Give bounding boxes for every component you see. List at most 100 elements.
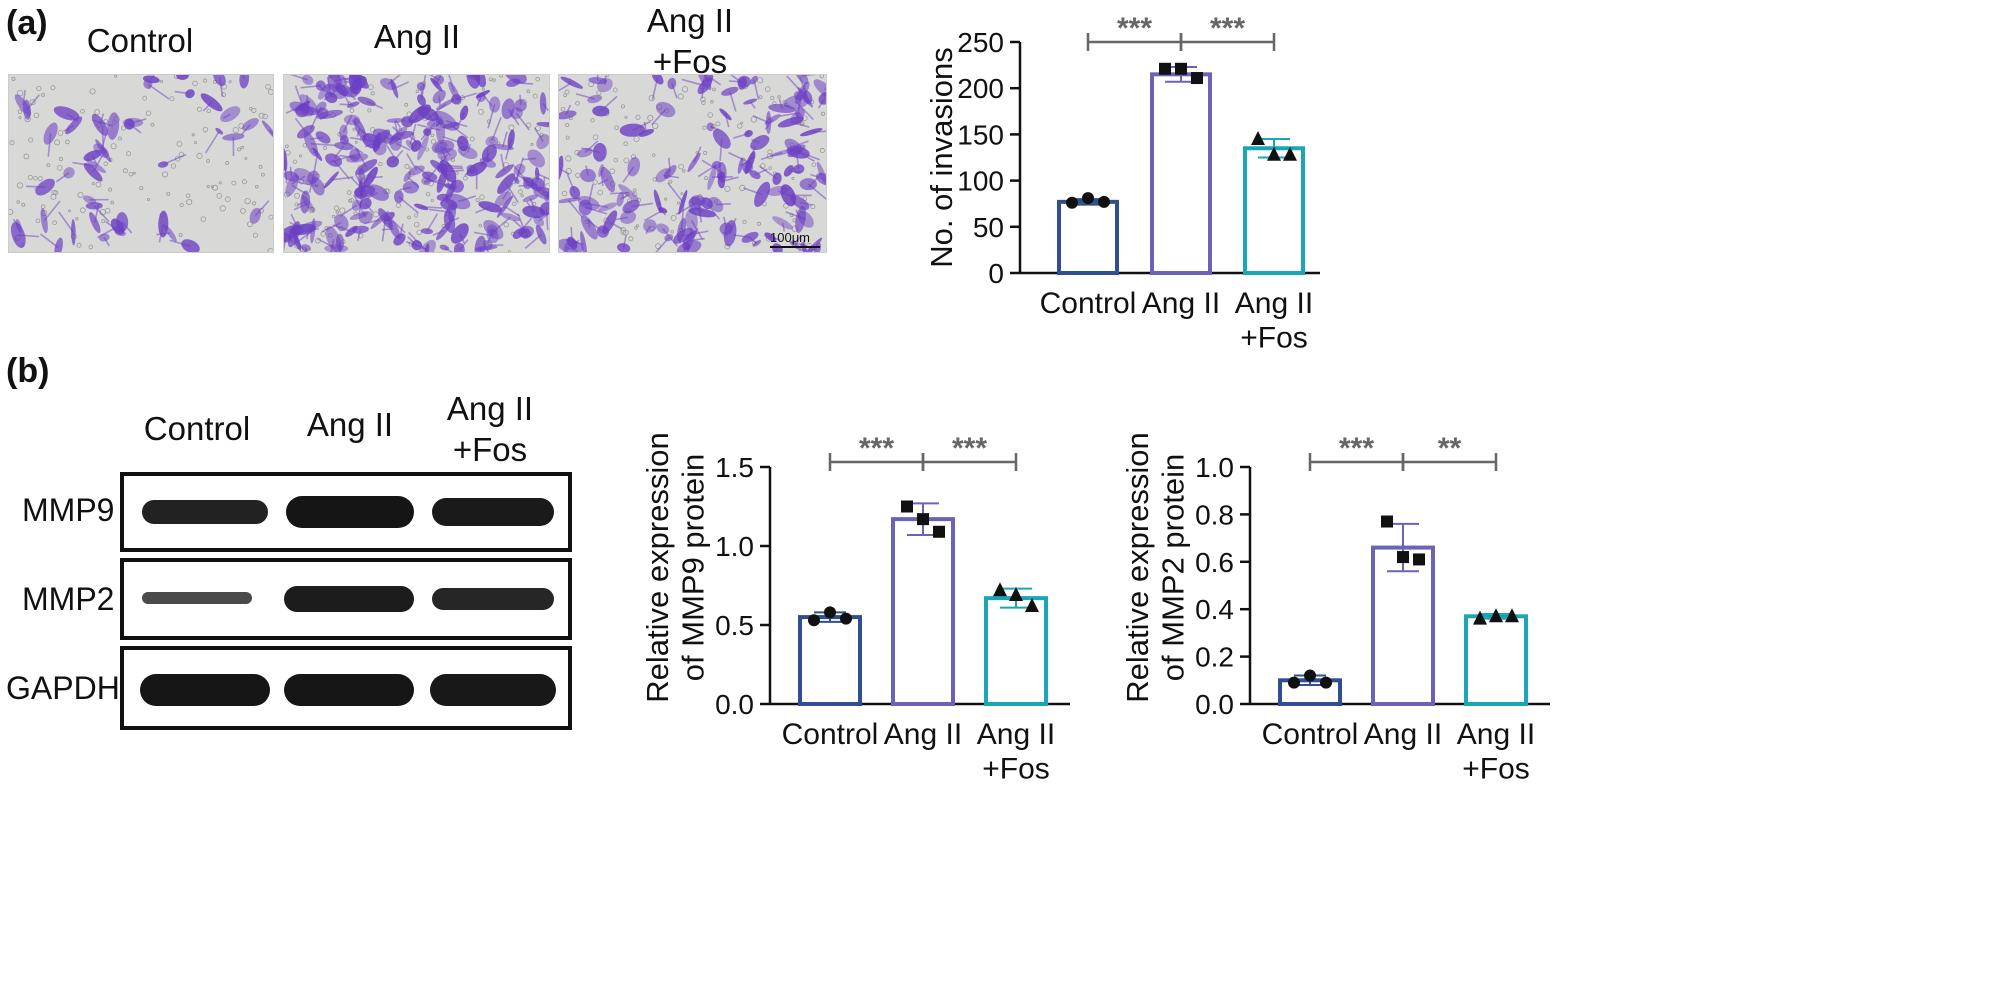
- cell-process: [588, 183, 594, 204]
- stained-cell: [315, 131, 331, 144]
- stained-cell: [569, 185, 581, 200]
- stained-cell: [794, 75, 809, 85]
- mmp9-y-axis-label: Relative expressionof MMP9 protein: [640, 432, 711, 703]
- mmp2-bar: [1464, 614, 1528, 706]
- cell-process: [604, 75, 607, 86]
- cell-process: [671, 83, 678, 99]
- cell-process: [96, 225, 119, 239]
- cell-process: [387, 75, 402, 85]
- cell-process: [438, 96, 441, 107]
- invasions-y-tick-label: 100: [957, 166, 1004, 197]
- cell-process: [645, 225, 651, 235]
- cell-process: [620, 193, 630, 200]
- stained-cell: [310, 218, 316, 244]
- invasions-x-tick-label: Control: [1040, 287, 1137, 320]
- invasions-data-point: [1191, 72, 1203, 85]
- cell-process: [655, 237, 670, 252]
- cell-process: [675, 202, 696, 216]
- cell-process: [689, 200, 703, 214]
- lane-header-angii: Ang II: [306, 406, 394, 443]
- cell-process: [398, 223, 404, 240]
- cell-process: [456, 92, 477, 101]
- cell-process: [459, 233, 465, 244]
- stained-cell: [386, 118, 406, 123]
- cell-process: [505, 183, 519, 203]
- cell-process: [370, 175, 383, 179]
- cell-process: [730, 75, 744, 85]
- cell-process: [395, 142, 411, 151]
- cell-process: [150, 75, 155, 80]
- mmp9-data-point: [933, 525, 945, 538]
- stained-cell: [780, 184, 797, 207]
- mmp2-y-tick-label: 0.6: [1195, 547, 1234, 578]
- stained-cell: [750, 135, 770, 151]
- cell-process: [91, 155, 98, 165]
- cell-process: [749, 236, 758, 244]
- cell-process: [297, 181, 319, 188]
- stained-cell: [527, 149, 545, 168]
- cell-process: [309, 136, 324, 140]
- mmp9-x-tick-label: Ang II +Fos: [977, 718, 1055, 786]
- stained-cell: [122, 117, 144, 128]
- cell-process: [357, 229, 362, 242]
- cell-process: [93, 205, 110, 223]
- cell-process: [793, 140, 809, 148]
- cell-process: [584, 140, 599, 154]
- cell-process: [681, 78, 706, 87]
- cell-process: [334, 145, 345, 159]
- invasions-data-point: [1098, 195, 1110, 208]
- stained-cell: [483, 240, 493, 250]
- cell-process: [290, 175, 306, 186]
- cell-process: [760, 151, 783, 161]
- scale-bar-label: 100μm: [770, 230, 811, 245]
- mmp9-data-point: [993, 582, 1007, 597]
- cell-process: [501, 131, 508, 148]
- cell-process: [515, 157, 524, 181]
- stained-cell: [494, 191, 512, 207]
- stained-cell: [706, 122, 715, 132]
- mmp9-bar: [891, 517, 955, 706]
- stained-cell: [362, 133, 381, 149]
- cell-process: [204, 130, 220, 154]
- cell-process: [147, 83, 170, 100]
- stained-cell: [534, 167, 540, 181]
- cell-process: [331, 176, 354, 181]
- stained-cell: [799, 128, 823, 137]
- micrograph-control: [8, 74, 274, 253]
- mmp9-x-tick-label: Control: [782, 718, 879, 751]
- band-gapdh-angii: [284, 674, 414, 706]
- cell-process: [719, 138, 723, 161]
- cell-process: [391, 126, 403, 137]
- cell-process: [733, 132, 749, 139]
- stained-cell: [707, 164, 717, 190]
- invasions-y-tick-label: 50: [973, 212, 1004, 243]
- band-mmp9-angii: [286, 496, 414, 528]
- image-header-angii-fos: Ang II +Fos: [646, 2, 734, 81]
- mmp2-bar: [1371, 545, 1435, 706]
- cell-process: [47, 133, 52, 157]
- cell-process: [359, 179, 363, 200]
- cell-process: [356, 128, 361, 137]
- cell-process: [294, 230, 314, 245]
- stained-cell: [307, 170, 320, 185]
- cell-process: [778, 98, 783, 109]
- cell-process: [786, 75, 803, 94]
- cell-process: [295, 239, 307, 252]
- stained-cell: [413, 203, 429, 211]
- cell-process: [701, 159, 723, 174]
- invasions-x-tick-label: Ang II +Fos: [1235, 287, 1313, 355]
- row-label-gapdh: GAPDH: [6, 670, 120, 706]
- stained-cell: [466, 161, 487, 177]
- cell-process: [526, 201, 535, 213]
- stained-cell: [408, 165, 425, 176]
- stained-cell: [325, 153, 343, 167]
- invasions-y-tick-label: 150: [957, 119, 1004, 150]
- cell-process: [343, 139, 364, 154]
- invasions-y-tick-label: 200: [957, 73, 1004, 104]
- stained-cell: [215, 127, 224, 135]
- cell-process: [753, 79, 760, 100]
- mmp2-data-point: [1288, 676, 1300, 689]
- cell-process: [622, 234, 627, 249]
- cell-process: [381, 137, 395, 158]
- cell-process: [475, 206, 491, 214]
